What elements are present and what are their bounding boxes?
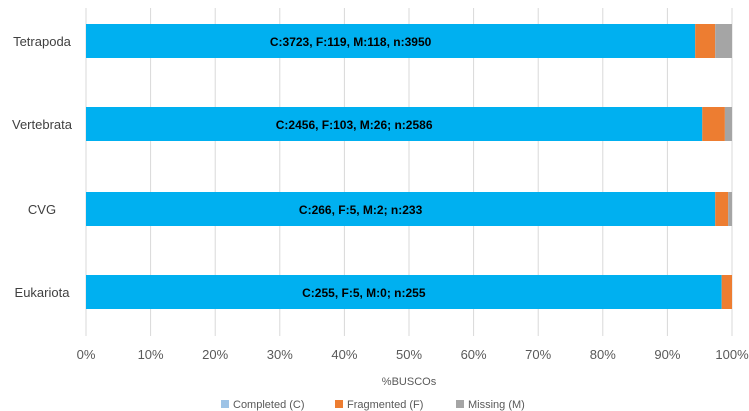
legend-label: Fragmented (F) xyxy=(347,399,423,411)
x-tick-label: 30% xyxy=(267,347,293,362)
category-label: Tetrapoda xyxy=(13,34,72,49)
legend: Completed (C) Fragmented (F) Missing (M) xyxy=(221,399,525,411)
category-label: Eukariota xyxy=(15,285,71,300)
bar-segment-vertebrata-completed xyxy=(86,107,703,141)
bar-data-label: C:255, F:5, M:0; n:255 xyxy=(302,286,426,300)
bar-data-label: C:266, F:5, M:2; n:233 xyxy=(299,203,423,217)
x-tick-label: 40% xyxy=(331,347,357,362)
bar-segment-tetrapoda-fragmented xyxy=(695,24,716,58)
legend-label: Missing (M) xyxy=(468,399,525,411)
bar-segment-eukariota-fragmented xyxy=(721,275,732,309)
legend-swatch xyxy=(335,400,343,408)
bar-data-label: C:2456, F:103, M:26; n:2586 xyxy=(276,118,433,132)
bar-segment-eukariota-completed xyxy=(86,275,722,309)
bar-segment-vertebrata-fragmented xyxy=(702,107,725,141)
bar-segment-tetrapoda-missing xyxy=(715,24,732,58)
x-tick-label: 80% xyxy=(590,347,616,362)
x-tick-label: 70% xyxy=(525,347,551,362)
bar-segment-cvg-missing xyxy=(728,192,732,226)
x-tick-label: 0% xyxy=(77,347,96,362)
legend-swatch xyxy=(456,400,464,408)
x-tick-label: 50% xyxy=(396,347,422,362)
category-label: CVG xyxy=(28,202,56,217)
x-tick-label: 10% xyxy=(138,347,164,362)
x-tick-labels: 0% 10% 20% 30% 40% 50% 60% 70% 80% 90% 100% xyxy=(77,347,749,362)
category-labels: Tetrapoda Vertebrata CVG Eukariota xyxy=(12,34,73,300)
x-tick-label: 20% xyxy=(202,347,228,362)
x-tick-label: 100% xyxy=(715,347,749,362)
category-label: Vertebrata xyxy=(12,117,73,132)
x-tick-label: 60% xyxy=(461,347,487,362)
bar-segment-vertebrata-missing xyxy=(724,107,732,141)
bar-segment-tetrapoda-completed xyxy=(86,24,696,58)
bar-segment-cvg-completed xyxy=(86,192,716,226)
bar-segment-cvg-fragmented xyxy=(715,192,729,226)
legend-swatch xyxy=(221,400,229,408)
bars: C:3723, F:119, M:118, n:3950 C:2456, F:10… xyxy=(86,24,732,309)
legend-label: Completed (C) xyxy=(233,399,305,411)
x-tick-label: 90% xyxy=(654,347,680,362)
x-axis-label: %BUSCOs xyxy=(382,376,437,388)
bar-data-label: C:3723, F:119, M:118, n:3950 xyxy=(270,35,432,49)
